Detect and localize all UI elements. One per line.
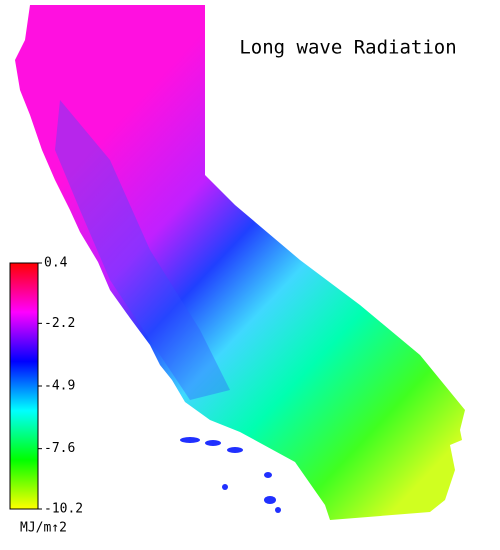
channel-islands (180, 437, 281, 513)
colorbar-unit: MJ/m↑2 (20, 521, 67, 536)
map-title: Long wave Radiation (239, 37, 456, 59)
colorbar-tick-label: -7.6 (44, 441, 75, 456)
cool-valley-shade (55, 100, 230, 400)
colorbar-tick-label: -10.2 (44, 502, 83, 517)
california-land (15, 5, 465, 520)
colorbar-tick-label: -4.9 (44, 379, 75, 394)
colorbar-tick-label: 0.4 (44, 256, 68, 271)
colorbar (9, 262, 39, 510)
colorbar-tick-label: -2.2 (44, 316, 75, 331)
